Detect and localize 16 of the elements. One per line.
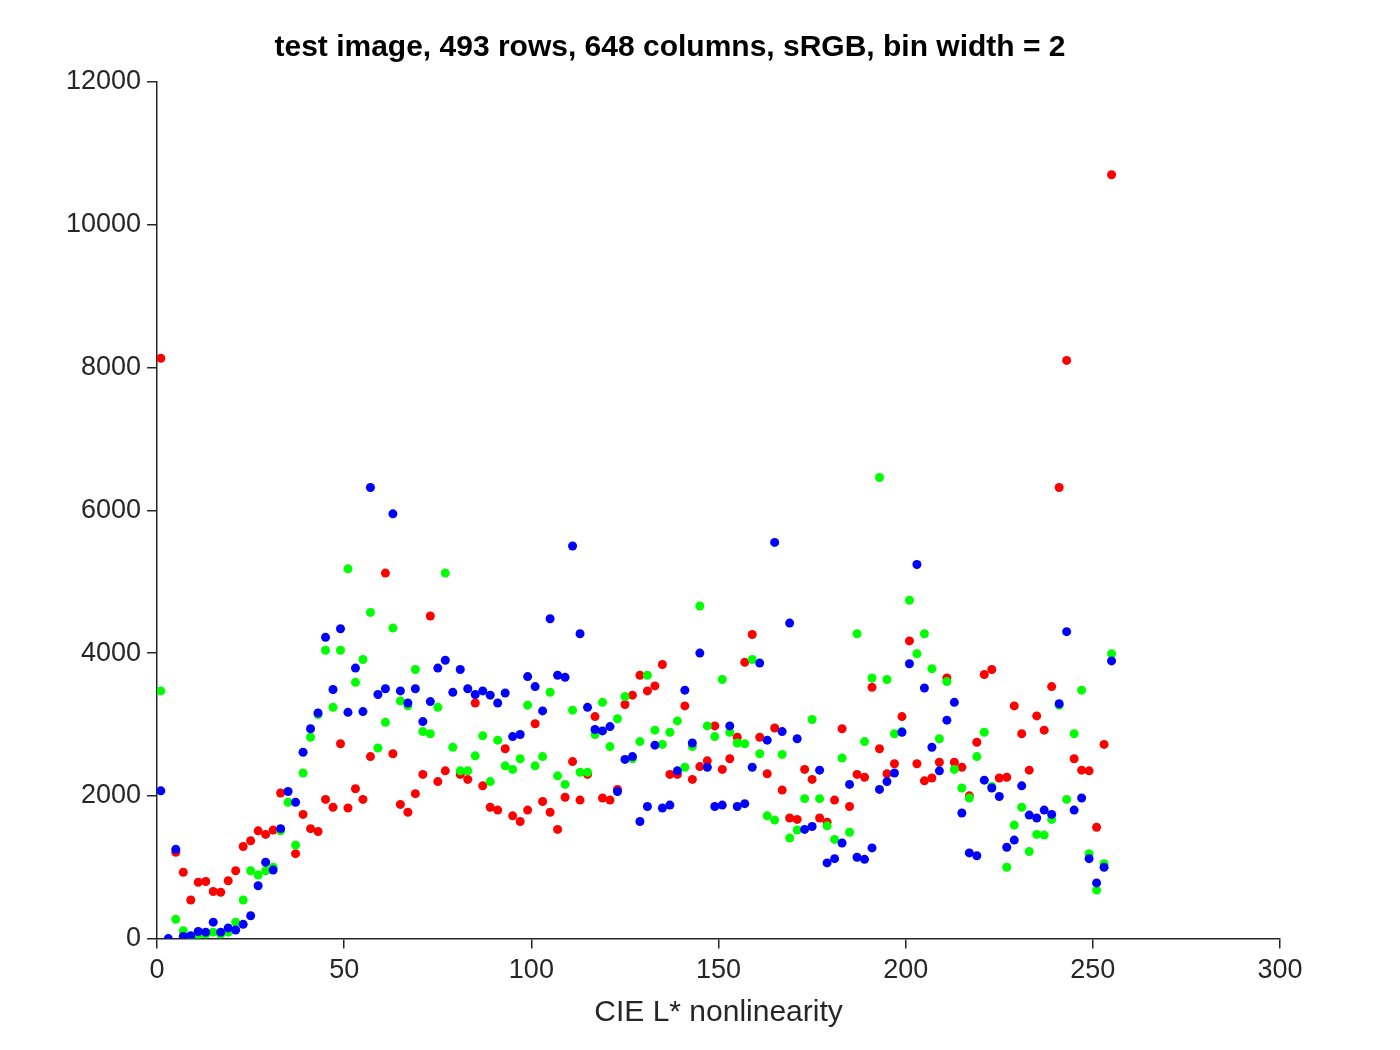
x-tick-label: 250 xyxy=(1070,954,1116,985)
y-tick-label: 12000 xyxy=(65,65,142,96)
y-tick-label: 0 xyxy=(126,922,142,953)
x-axis-title: CIE L* nonlinearity xyxy=(594,994,843,1028)
x-tick-label: 100 xyxy=(508,954,554,985)
chart-title: test image, 493 rows, 648 columns, sRGB, bin width = 2 xyxy=(274,29,1066,63)
x-tick-label: 300 xyxy=(1257,954,1303,985)
x-tick-label: 0 xyxy=(149,954,165,985)
y-tick-label: 6000 xyxy=(81,493,142,524)
y-tick-label: 4000 xyxy=(81,636,142,667)
y-tick-label: 10000 xyxy=(65,208,142,239)
y-tick-label: 8000 xyxy=(81,350,142,381)
x-tick-label: 200 xyxy=(883,954,929,985)
x-tick-label: 150 xyxy=(696,954,742,985)
x-tick-label: 50 xyxy=(329,954,360,985)
y-tick-label: 2000 xyxy=(81,779,142,810)
